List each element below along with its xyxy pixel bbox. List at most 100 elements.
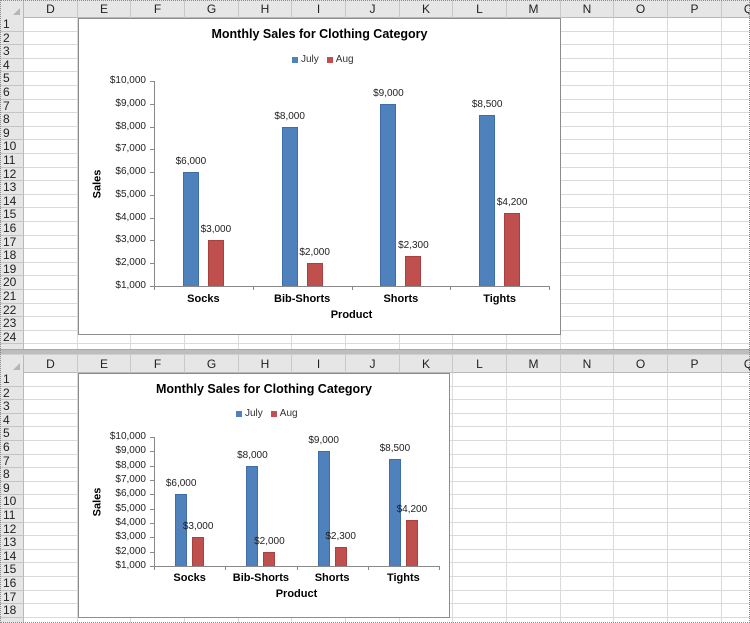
bar-aug[interactable] [306, 263, 323, 286]
bar-july[interactable] [281, 126, 298, 286]
column-header-d[interactable]: D [24, 0, 78, 18]
row-header-12[interactable]: 12 [0, 167, 24, 182]
column-header-o[interactable]: O [614, 355, 668, 373]
bar-july[interactable] [380, 103, 397, 286]
column-header-m[interactable]: M [507, 0, 561, 18]
row-header-23[interactable]: 23 [0, 317, 24, 331]
bar-aug[interactable] [405, 256, 422, 286]
bar-aug[interactable] [263, 551, 276, 566]
column-header-p[interactable]: P [668, 0, 722, 18]
column-header-i[interactable]: I [292, 0, 346, 18]
column-header-k[interactable]: K [400, 0, 453, 18]
column-header-m[interactable]: M [507, 355, 561, 373]
bar-july[interactable] [388, 458, 401, 566]
row-header-10[interactable]: 10 [0, 140, 24, 154]
row-header-2[interactable]: 2 [0, 31, 24, 46]
row-header-4[interactable]: 4 [0, 413, 24, 428]
row-header-11[interactable]: 11 [0, 154, 24, 168]
bar-july[interactable] [246, 465, 259, 566]
column-header-p[interactable]: P [668, 355, 722, 373]
column-header-n[interactable]: N [561, 0, 614, 18]
column-header-j[interactable]: J [346, 355, 400, 373]
column-header-q[interactable]: Q [722, 355, 750, 373]
column-header-k[interactable]: K [400, 355, 453, 373]
row-header-15[interactable]: 15 [0, 563, 24, 577]
column-header-q[interactable]: Q [722, 0, 750, 18]
select-all-corner[interactable] [0, 0, 24, 18]
column-header-g[interactable]: G [185, 355, 239, 373]
column-header-e[interactable]: E [78, 355, 131, 373]
column-header-f[interactable]: F [131, 355, 185, 373]
row-header-20[interactable]: 20 [0, 276, 24, 290]
data-label-aug: $2,000 [254, 535, 285, 547]
row-header-1[interactable]: 1 [0, 373, 24, 387]
column-header-o[interactable]: O [614, 0, 668, 18]
row-header-7[interactable]: 7 [0, 454, 24, 469]
column-header-d[interactable]: D [24, 355, 78, 373]
row-header-6[interactable]: 6 [0, 441, 24, 455]
column-header-e[interactable]: E [78, 0, 131, 18]
bar-july[interactable] [317, 451, 330, 566]
column-header-j[interactable]: J [346, 0, 400, 18]
row-header-7[interactable]: 7 [0, 99, 24, 114]
column-header-n[interactable]: N [561, 355, 614, 373]
chart-legend[interactable]: July Aug [292, 54, 354, 65]
row-header-3[interactable]: 3 [0, 45, 24, 59]
legend-item-aug[interactable]: Aug [326, 54, 354, 65]
row-header-11[interactable]: 11 [0, 509, 24, 523]
bar-aug[interactable] [334, 547, 347, 566]
row-header-17[interactable]: 17 [0, 590, 24, 605]
chart-top[interactable]: Monthly Sales for Clothing Category July A… [78, 18, 561, 335]
row-header-22[interactable]: 22 [0, 303, 24, 318]
row-header-13[interactable]: 13 [0, 181, 24, 195]
column-header-i[interactable]: I [292, 355, 346, 373]
column-header-l[interactable]: L [453, 355, 507, 373]
row-header-2[interactable]: 2 [0, 386, 24, 401]
legend-item-july[interactable]: July [292, 54, 319, 65]
row-header-18[interactable]: 18 [0, 249, 24, 263]
chart-bottom[interactable]: Monthly Sales for Clothing Category July A… [78, 373, 450, 618]
column-header-g[interactable]: G [185, 0, 239, 18]
row-header-16[interactable]: 16 [0, 222, 24, 236]
pane-splitter[interactable] [0, 349, 750, 355]
row-header-8[interactable]: 8 [0, 468, 24, 482]
select-all-corner[interactable] [0, 355, 24, 373]
bar-aug[interactable] [207, 240, 224, 286]
row-header-6[interactable]: 6 [0, 86, 24, 100]
row-header-10[interactable]: 10 [0, 495, 24, 509]
chart-legend[interactable]: July Aug [236, 408, 298, 419]
row-header-3[interactable]: 3 [0, 400, 24, 414]
column-header-h[interactable]: H [239, 0, 292, 18]
bar-july[interactable] [479, 115, 496, 286]
bar-aug[interactable] [405, 520, 418, 566]
row-header-19[interactable]: 19 [0, 262, 24, 277]
row-header-14[interactable]: 14 [0, 549, 24, 564]
row-header-18[interactable]: 18 [0, 604, 24, 618]
row-header-13[interactable]: 13 [0, 536, 24, 550]
column-header-h[interactable]: H [239, 355, 292, 373]
row-header-17[interactable]: 17 [0, 235, 24, 250]
row-header-12[interactable]: 12 [0, 522, 24, 537]
row-header-9[interactable]: 9 [0, 126, 24, 141]
row-header-5[interactable]: 5 [0, 427, 24, 441]
column-header-l[interactable]: L [453, 0, 507, 18]
row-header-1[interactable]: 1 [0, 18, 24, 32]
row-header-16[interactable]: 16 [0, 577, 24, 591]
y-tick [150, 217, 154, 219]
row-header-5[interactable]: 5 [0, 72, 24, 86]
column-header-f[interactable]: F [131, 0, 185, 18]
bar-july[interactable] [175, 494, 188, 566]
row-header-21[interactable]: 21 [0, 290, 24, 304]
row-header-24[interactable]: 24 [0, 330, 24, 345]
legend-item-aug[interactable]: Aug [270, 408, 298, 419]
row-header-9[interactable]: 9 [0, 481, 24, 496]
bar-july[interactable] [182, 172, 199, 286]
legend-item-july[interactable]: July [236, 408, 263, 419]
grid-line-vertical [77, 18, 78, 349]
bar-aug[interactable] [504, 213, 521, 286]
row-header-14[interactable]: 14 [0, 194, 24, 209]
bar-aug[interactable] [192, 537, 205, 566]
row-header-15[interactable]: 15 [0, 208, 24, 222]
row-header-4[interactable]: 4 [0, 58, 24, 73]
row-header-8[interactable]: 8 [0, 113, 24, 127]
